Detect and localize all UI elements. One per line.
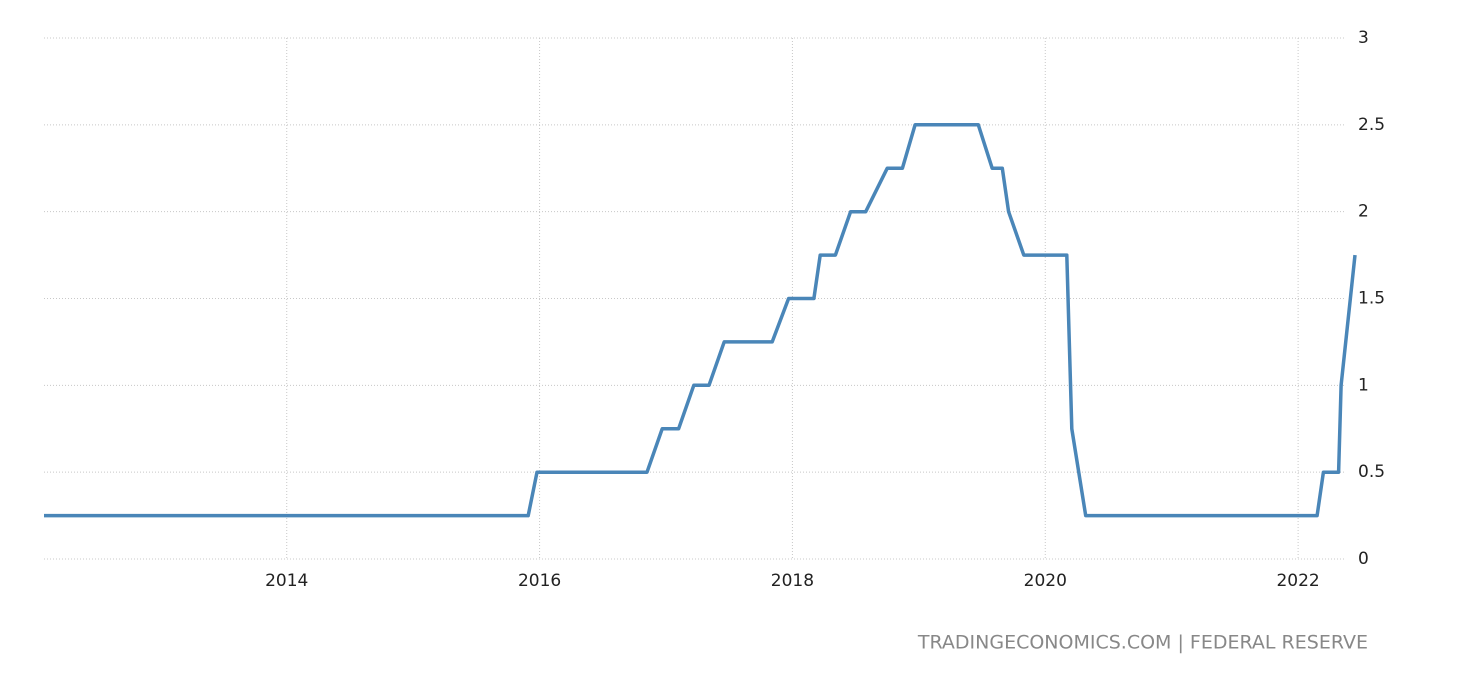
y-tick-label: 1.5	[1358, 289, 1385, 309]
y-tick-label: 1	[1358, 375, 1369, 395]
x-tick-label: 2018	[771, 571, 814, 591]
source: TRADINGECONOMICS.COM | FEDERAL RESERVE	[917, 632, 1368, 654]
x-tick-label: 2020	[1024, 571, 1067, 591]
y-tick-label: 2.5	[1358, 115, 1385, 135]
x-tick-label: 2016	[518, 571, 561, 591]
y-tick-label: 2	[1358, 202, 1369, 222]
y-tick-label: 3	[1358, 28, 1369, 48]
line	[44, 123, 1357, 518]
x-tick-label: 2022	[1276, 571, 1319, 591]
x-tick-label: 2014	[265, 571, 308, 591]
y-tick-label: 0.5	[1358, 462, 1385, 482]
y-tick-label: 0	[1358, 549, 1369, 569]
